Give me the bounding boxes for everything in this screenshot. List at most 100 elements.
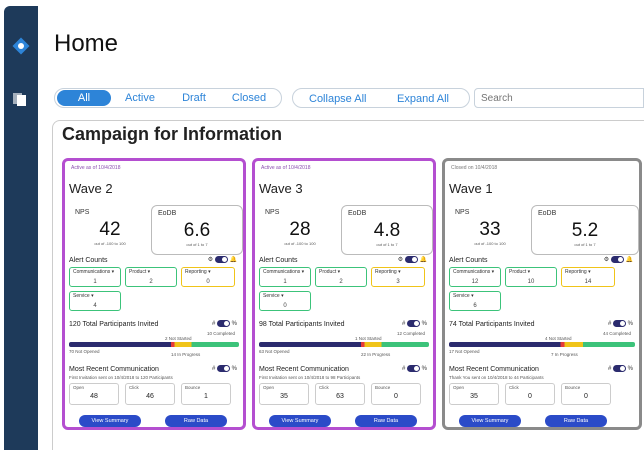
alert-product[interactable]: Product ▾ 2 — [315, 267, 367, 287]
nps-label: NPS — [455, 209, 470, 216]
nps-range: out of -100 to 100 — [284, 241, 316, 246]
open-value: 35 — [470, 393, 478, 400]
toggle-switch[interactable] — [612, 365, 626, 372]
wave-card[interactable]: Active as of 10/4/2018 Wave 3 NPS 28 out… — [252, 158, 436, 430]
hash-icon: # — [401, 321, 406, 328]
click-label: Click — [129, 385, 139, 390]
alert-reporting[interactable]: Reporting ▾ 3 — [371, 267, 425, 287]
alert-label: Service — [263, 293, 280, 299]
bounce-value: 0 — [584, 393, 588, 400]
alert-toggle[interactable]: ⚙ 🔔 — [208, 256, 237, 263]
click-value: 46 — [146, 393, 154, 400]
logo-icon[interactable] — [11, 36, 31, 56]
alert-toggle[interactable]: ⚙ 🔔 — [604, 256, 633, 263]
filter-draft-tab[interactable]: Draft — [182, 92, 206, 104]
collapse-all-button[interactable]: Collapse All — [309, 93, 367, 105]
bell-icon: 🔔 — [229, 257, 237, 264]
alert-communications[interactable]: Communications ▾ 1 — [69, 267, 121, 287]
bounce-label: Bounce — [375, 385, 391, 390]
raw-data-button[interactable]: Raw Data — [165, 415, 227, 427]
bounce-stat: Bounce 0 — [371, 383, 421, 405]
raw-data-button[interactable]: Raw Data — [545, 415, 607, 427]
toggle-switch[interactable] — [216, 365, 230, 372]
open-label: Open — [453, 385, 465, 390]
toggle-switch[interactable] — [406, 365, 420, 372]
participants-toggle[interactable]: # % — [212, 320, 237, 327]
open-value: 35 — [280, 393, 288, 400]
alert-toggle[interactable]: ⚙ 🔔 — [398, 256, 427, 263]
eodb-range: out of 1 to 7 — [186, 242, 208, 247]
eodb-metric: EoDB 5.2 out of 1 to 7 — [531, 205, 639, 255]
alert-value: 12 — [471, 279, 479, 285]
expand-all-button[interactable]: Expand All — [397, 93, 449, 105]
wave-card[interactable]: Active as of 10/4/2018 Wave 2 NPS 42 out… — [62, 158, 246, 430]
alert-communications[interactable]: Communications ▾ 12 — [449, 267, 501, 287]
communication-title: Most Recent Communication — [449, 366, 539, 373]
alert-label: Communications — [453, 269, 491, 275]
alert-counts-label: Alert Counts — [259, 257, 298, 264]
alert-reporting[interactable]: Reporting ▾ 14 — [561, 267, 615, 287]
page-title: Home — [54, 30, 119, 57]
filter-closed-tab[interactable]: Closed — [231, 92, 267, 104]
bounce-stat: Bounce 0 — [561, 383, 611, 405]
alert-value: 2 — [149, 279, 153, 285]
alert-value: 1 — [283, 279, 287, 285]
eodb-range: out of 1 to 7 — [376, 242, 398, 247]
alert-reporting[interactable]: Reporting ▾ 0 — [181, 267, 235, 287]
alert-service[interactable]: Service ▾ 6 — [449, 291, 501, 311]
alert-service[interactable]: Service ▾ 4 — [69, 291, 121, 311]
wave-title: Wave 3 — [259, 181, 303, 196]
eodb-range: out of 1 to 7 — [574, 242, 596, 247]
open-label: Open — [73, 385, 85, 390]
toggle-switch[interactable] — [406, 320, 420, 327]
status-filter: All Active Draft Closed — [54, 88, 282, 108]
participants-toggle[interactable]: # % — [402, 320, 427, 327]
wave-title: Wave 2 — [69, 181, 113, 196]
search-input[interactable] — [474, 88, 644, 108]
raw-data-button[interactable]: Raw Data — [355, 415, 417, 427]
alert-counts-label: Alert Counts — [449, 257, 488, 264]
alert-communications[interactable]: Communications ▾ 1 — [259, 267, 311, 287]
filter-active-tab[interactable]: Active — [125, 92, 155, 104]
alert-service[interactable]: Service ▾ 0 — [259, 291, 311, 311]
view-summary-button[interactable]: View Summary — [459, 415, 521, 427]
campaigns-nav-icon[interactable] — [12, 90, 30, 108]
toggle-switch[interactable] — [216, 320, 230, 327]
not-opened-count: 63 Not Opened — [259, 349, 290, 354]
alert-label: Reporting — [185, 269, 207, 275]
toggle-switch[interactable] — [612, 320, 626, 327]
eodb-label: EoDB — [158, 210, 177, 217]
wave-card[interactable]: Closed on 10/4/2018 Wave 1 NPS 33 out of… — [442, 158, 642, 430]
filter-all-tab[interactable]: All — [57, 90, 111, 106]
completed-count: 44 Completed — [602, 331, 631, 336]
nps-metric: NPS 28 out of -100 to 100 — [259, 205, 341, 255]
view-summary-button[interactable]: View Summary — [269, 415, 331, 427]
percent-icon: % — [627, 366, 633, 373]
card-status: Closed on 10/4/2018 — [451, 165, 498, 171]
nps-range: out of -100 to 100 — [474, 241, 506, 246]
communication-toggle[interactable]: # % — [402, 365, 427, 372]
alert-product[interactable]: Product ▾ 10 — [505, 267, 557, 287]
toggle-switch[interactable] — [214, 256, 228, 263]
hash-icon: # — [607, 366, 612, 373]
alert-value: 2 — [339, 279, 343, 285]
view-summary-button[interactable]: View Summary — [79, 415, 141, 427]
not-started-count: 4 Not Started — [545, 336, 572, 341]
participants-toggle[interactable]: # % — [608, 320, 633, 327]
expand-controls: Collapse All Expand All — [292, 88, 470, 108]
campaign-section — [52, 120, 644, 450]
alert-label: Product — [319, 269, 337, 275]
percent-icon: % — [231, 321, 237, 328]
bell-icon: 🔔 — [419, 257, 427, 264]
alert-product[interactable]: Product ▾ 2 — [125, 267, 177, 287]
hash-icon: # — [607, 321, 612, 328]
in-progress-count: 14 In Progress — [171, 352, 201, 357]
gear-icon: ⚙ — [207, 257, 214, 264]
toggle-switch[interactable] — [610, 256, 624, 263]
participation-bar — [449, 342, 635, 347]
communication-toggle[interactable]: # % — [608, 365, 633, 372]
open-value: 48 — [90, 393, 98, 400]
toggle-switch[interactable] — [404, 256, 418, 263]
communication-toggle[interactable]: # % — [212, 365, 237, 372]
bounce-value: 1 — [204, 393, 208, 400]
